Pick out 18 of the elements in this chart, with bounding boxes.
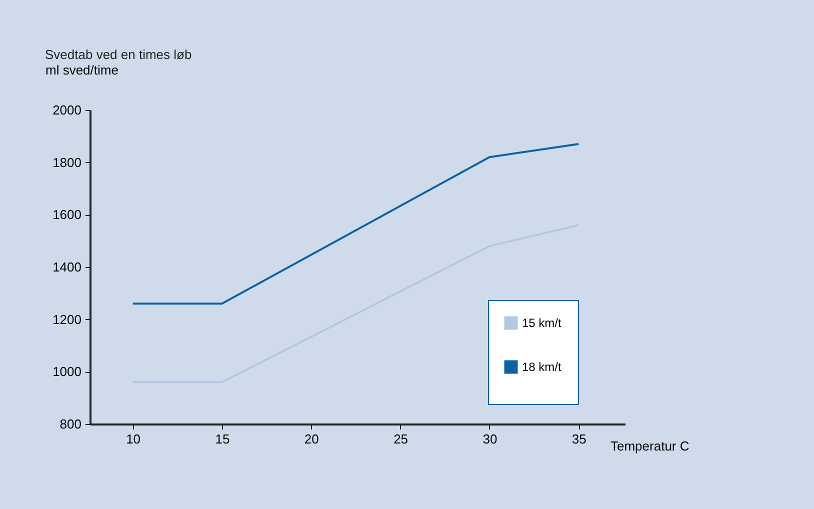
x-tick-label: 20 <box>304 432 319 446</box>
x-tick-label: 15 <box>215 432 230 446</box>
x-tick-label: 30 <box>482 432 498 446</box>
y-tick-label: 800 <box>60 416 82 432</box>
y-tick-label: 1600 <box>52 207 82 222</box>
y-tick-label: 1000 <box>52 364 82 380</box>
y-tick-label: 2000 <box>52 102 82 118</box>
y-tick-label: 1200 <box>52 312 82 327</box>
x-tick-label: 35 <box>572 432 586 446</box>
y-tick-label: 1400 <box>52 260 82 274</box>
x-tick-label: 25 <box>394 432 408 446</box>
legend-label: 15 km/t <box>522 316 562 330</box>
chart-title: Svedtab ved en times løb <box>45 47 192 62</box>
y-axis-title: ml sved/time <box>46 62 118 78</box>
y-tick-label: 1800 <box>52 154 82 170</box>
x-tick-label: 10 <box>126 432 141 446</box>
legend-label: 18 km/t <box>522 360 562 374</box>
x-axis-title: Temperatur C <box>610 438 690 454</box>
